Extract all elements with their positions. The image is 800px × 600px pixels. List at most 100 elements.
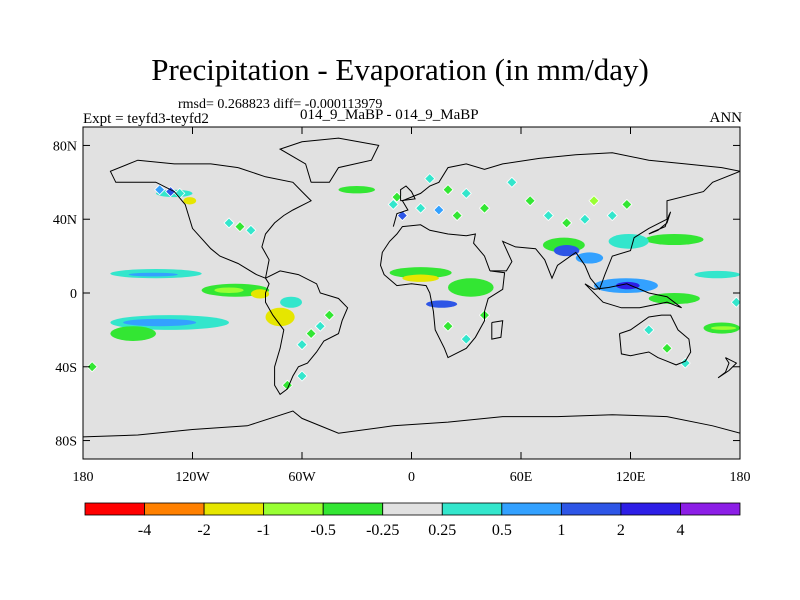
field-marker-20 [579, 213, 591, 225]
coastline-indonesia [584, 283, 682, 309]
field-marker-31 [460, 333, 472, 345]
chart-title: Precipitation - Evaporation (in mm/day) [151, 52, 649, 87]
experiment-label: Expt = teyfd3-teyfd2 [83, 111, 209, 127]
field-marker-34 [661, 342, 673, 354]
field-region-east-asia [608, 233, 649, 249]
field-region-sub-sahara-speckle [448, 278, 494, 297]
colorbar-level-label: -2 [197, 522, 210, 539]
field-marker-13 [415, 202, 427, 214]
field-marker-30 [442, 320, 454, 332]
coastline-north-america-west [155, 181, 266, 279]
colorbar-swatch-10 [680, 502, 741, 516]
field-marker-4 [234, 221, 246, 233]
field-marker-35 [679, 357, 691, 369]
field-marker-10 [460, 187, 472, 199]
field-region-north-america-dry [183, 197, 197, 205]
colorbar-level-label: -0.5 [311, 522, 336, 539]
x-tick-label: 0 [408, 470, 415, 485]
field-marker-27 [323, 309, 335, 321]
x-tick-label: 60E [510, 470, 533, 485]
coastline-south-america [265, 270, 349, 396]
field-marker-9 [442, 184, 454, 196]
field-region-north-atlantic [338, 186, 375, 194]
coastline-australia [619, 314, 692, 366]
coastline-new-zealand [717, 357, 738, 379]
field-marker-1 [165, 185, 177, 198]
coastline-antarctica [83, 410, 740, 438]
field-marker-5 [245, 224, 257, 236]
coastline-japan [648, 211, 672, 235]
field-region-west-africa-wet [389, 267, 452, 279]
field-marker-22 [606, 209, 618, 222]
field-region-itcz-east-pacific-core [214, 287, 244, 293]
field-region-gulf-of-panama [250, 289, 270, 299]
coastline-north-america-east [237, 167, 312, 279]
field-region-india-deep [553, 245, 580, 257]
field-region-west-africa-dry [402, 274, 439, 282]
colorbar-level-label: 4 [676, 522, 684, 539]
x-tick-label: 60W [288, 470, 316, 485]
subtitle-label: 014_9_MaBP - 014_9_MaBP [300, 107, 479, 123]
field-marker-21 [588, 195, 600, 207]
coastline-greenland [278, 137, 380, 183]
colorbar-swatch-1 [144, 502, 205, 516]
coastline-east-asia-coast [490, 170, 740, 291]
colorbar-swatch-2 [203, 502, 265, 516]
field-marker-28 [296, 370, 308, 382]
field-marker-24 [296, 339, 308, 351]
colorbar-swatch-0 [84, 502, 145, 516]
colorbar-swatch-7 [501, 502, 562, 516]
field-marker-8 [424, 173, 436, 185]
field-marker-3 [223, 217, 235, 229]
field-marker-36 [86, 361, 98, 373]
field-region-maritime-core [615, 281, 640, 290]
x-tick-label: 120E [616, 470, 646, 485]
colorbar-level-label: 0.25 [428, 522, 456, 539]
y-tick-label: 40N [53, 213, 77, 228]
colorbar-swatch-8 [560, 502, 622, 516]
colorbar-swatch-4 [322, 502, 384, 516]
colorbar-level-label: -4 [138, 522, 151, 539]
field-marker-23 [621, 198, 633, 211]
colorbar-swatch-9 [620, 502, 681, 516]
colorbar-level-label: -1 [257, 522, 270, 539]
coastline-madagascar [491, 320, 504, 340]
y-tick-label: 0 [70, 287, 77, 302]
field-region-central-africa [426, 300, 458, 308]
stats-line: rmsd= 0.268823 diff= -0.000113979 [178, 97, 383, 112]
coastline-uk [400, 185, 416, 202]
field-region-south-pacific-core [123, 318, 197, 327]
colorbar-level-label: 2 [617, 522, 625, 539]
field-marker-26 [314, 320, 326, 332]
field-marker-6 [387, 198, 399, 211]
y-tick-label: 40S [55, 361, 77, 376]
field-region-spcz-core [710, 326, 737, 330]
field-marker-25 [305, 328, 317, 340]
field-marker-0 [154, 184, 166, 196]
colorbar-level-label: 1 [557, 522, 565, 539]
colorbar-swatch-6 [441, 502, 503, 516]
field-marker-14 [433, 204, 445, 216]
colorbar-level-label: 0.5 [492, 522, 512, 539]
field-region-west-pacific-warm-pool [645, 233, 704, 246]
colorbar-level-label: -0.25 [366, 522, 399, 539]
colorbar: -4 -2 -1 -0.5 -0.25 0.25 0.5 1 2 4 [84, 502, 741, 539]
field-region-east-pacific-north [694, 270, 740, 279]
field-marker-17 [524, 195, 536, 207]
field-layer [110, 186, 740, 341]
field-region-central-pacific-east-inner [128, 272, 178, 277]
y-tick-label: 80N [53, 139, 77, 154]
map-background [83, 127, 740, 459]
field-marker-18 [542, 209, 554, 222]
y-tick-label: 80S [55, 435, 77, 450]
colorbar-swatch-5 [382, 502, 443, 516]
field-marker-19 [561, 217, 573, 229]
field-marker-15 [451, 209, 463, 222]
colorbar-swatch-3 [263, 502, 324, 516]
field-region-amazon-dry-edge [265, 307, 295, 327]
field-region-south-pacific-wet [110, 326, 156, 341]
x-tick-label: 180 [730, 470, 751, 485]
axis-ticks: 180 120W 60W 0 60E 120E 180 80N 40N 0 40S 80S [53, 127, 751, 485]
coastline-layer [83, 137, 740, 438]
